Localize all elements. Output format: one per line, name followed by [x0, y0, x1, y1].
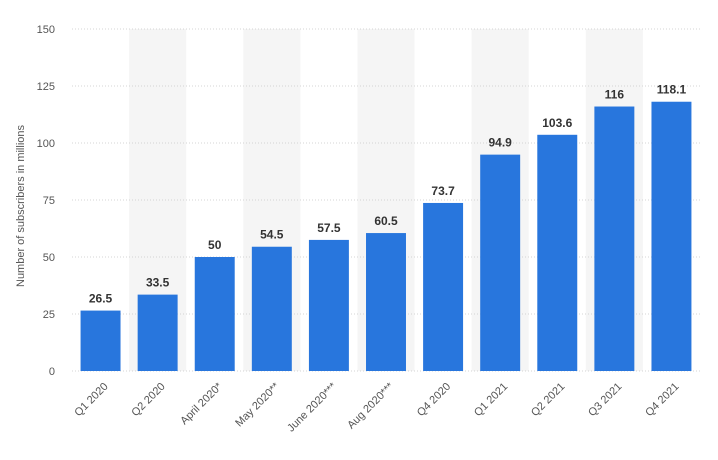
- data-label: 103.6: [542, 116, 572, 130]
- data-label: 33.5: [146, 276, 170, 290]
- bar: [308, 239, 349, 371]
- y-tick-label: 150: [37, 24, 55, 36]
- bar: [651, 101, 692, 372]
- data-label: 50: [208, 238, 222, 252]
- x-tick-label: Q2 2020: [129, 381, 167, 419]
- y-tick-label: 25: [43, 309, 55, 321]
- x-axis-ticks: Q1 2020 Q2 2020 April 2020* May 2020** June …: [72, 380, 681, 434]
- y-tick-label: 125: [37, 81, 55, 93]
- y-axis-ticks: 0 25 50 75 100 125 150: [37, 24, 55, 378]
- y-tick-label: 0: [49, 366, 55, 378]
- x-tick-label: Q4 2021: [643, 381, 681, 419]
- x-tick-label: June 2020***: [285, 380, 339, 434]
- data-label: 94.9: [489, 136, 513, 150]
- bar: [480, 154, 521, 371]
- x-tick-label: Q3 2021: [586, 381, 624, 419]
- bar: [537, 134, 578, 371]
- x-tick-label: Q2 2021: [529, 381, 567, 419]
- x-tick-label: Aug 2020***: [345, 380, 396, 431]
- y-axis-title: Number of subscribers in millions: [15, 125, 27, 287]
- data-label: 54.5: [260, 228, 284, 242]
- y-tick-label: 50: [43, 252, 55, 264]
- y-tick-label: 75: [43, 195, 55, 207]
- bar: [80, 310, 121, 371]
- data-label: 26.5: [89, 292, 113, 306]
- bar: [366, 233, 406, 371]
- bar: [594, 106, 635, 372]
- x-tick-label: May 2020**: [233, 380, 282, 429]
- bars: [80, 101, 692, 372]
- data-label: 60.5: [374, 214, 398, 228]
- data-label: 73.7: [431, 184, 455, 198]
- x-tick-label: Q1 2020: [72, 381, 110, 419]
- x-tick-label: Q1 2021: [472, 381, 510, 419]
- data-labels: 26.5 33.5 50 54.5 57.5 60.5 73.7 94.9 103.6 116 11…: [89, 83, 687, 306]
- bar: [423, 202, 464, 371]
- bar: [194, 257, 235, 371]
- x-tick-label: Q4 2020: [415, 381, 453, 419]
- bar: [251, 246, 292, 371]
- data-label: 118.1: [657, 83, 687, 97]
- x-tick-label: April 2020*: [178, 380, 225, 427]
- data-label: 116: [605, 88, 625, 102]
- data-label: 57.5: [317, 221, 341, 235]
- bar: [137, 294, 178, 371]
- y-tick-label: 100: [37, 138, 55, 150]
